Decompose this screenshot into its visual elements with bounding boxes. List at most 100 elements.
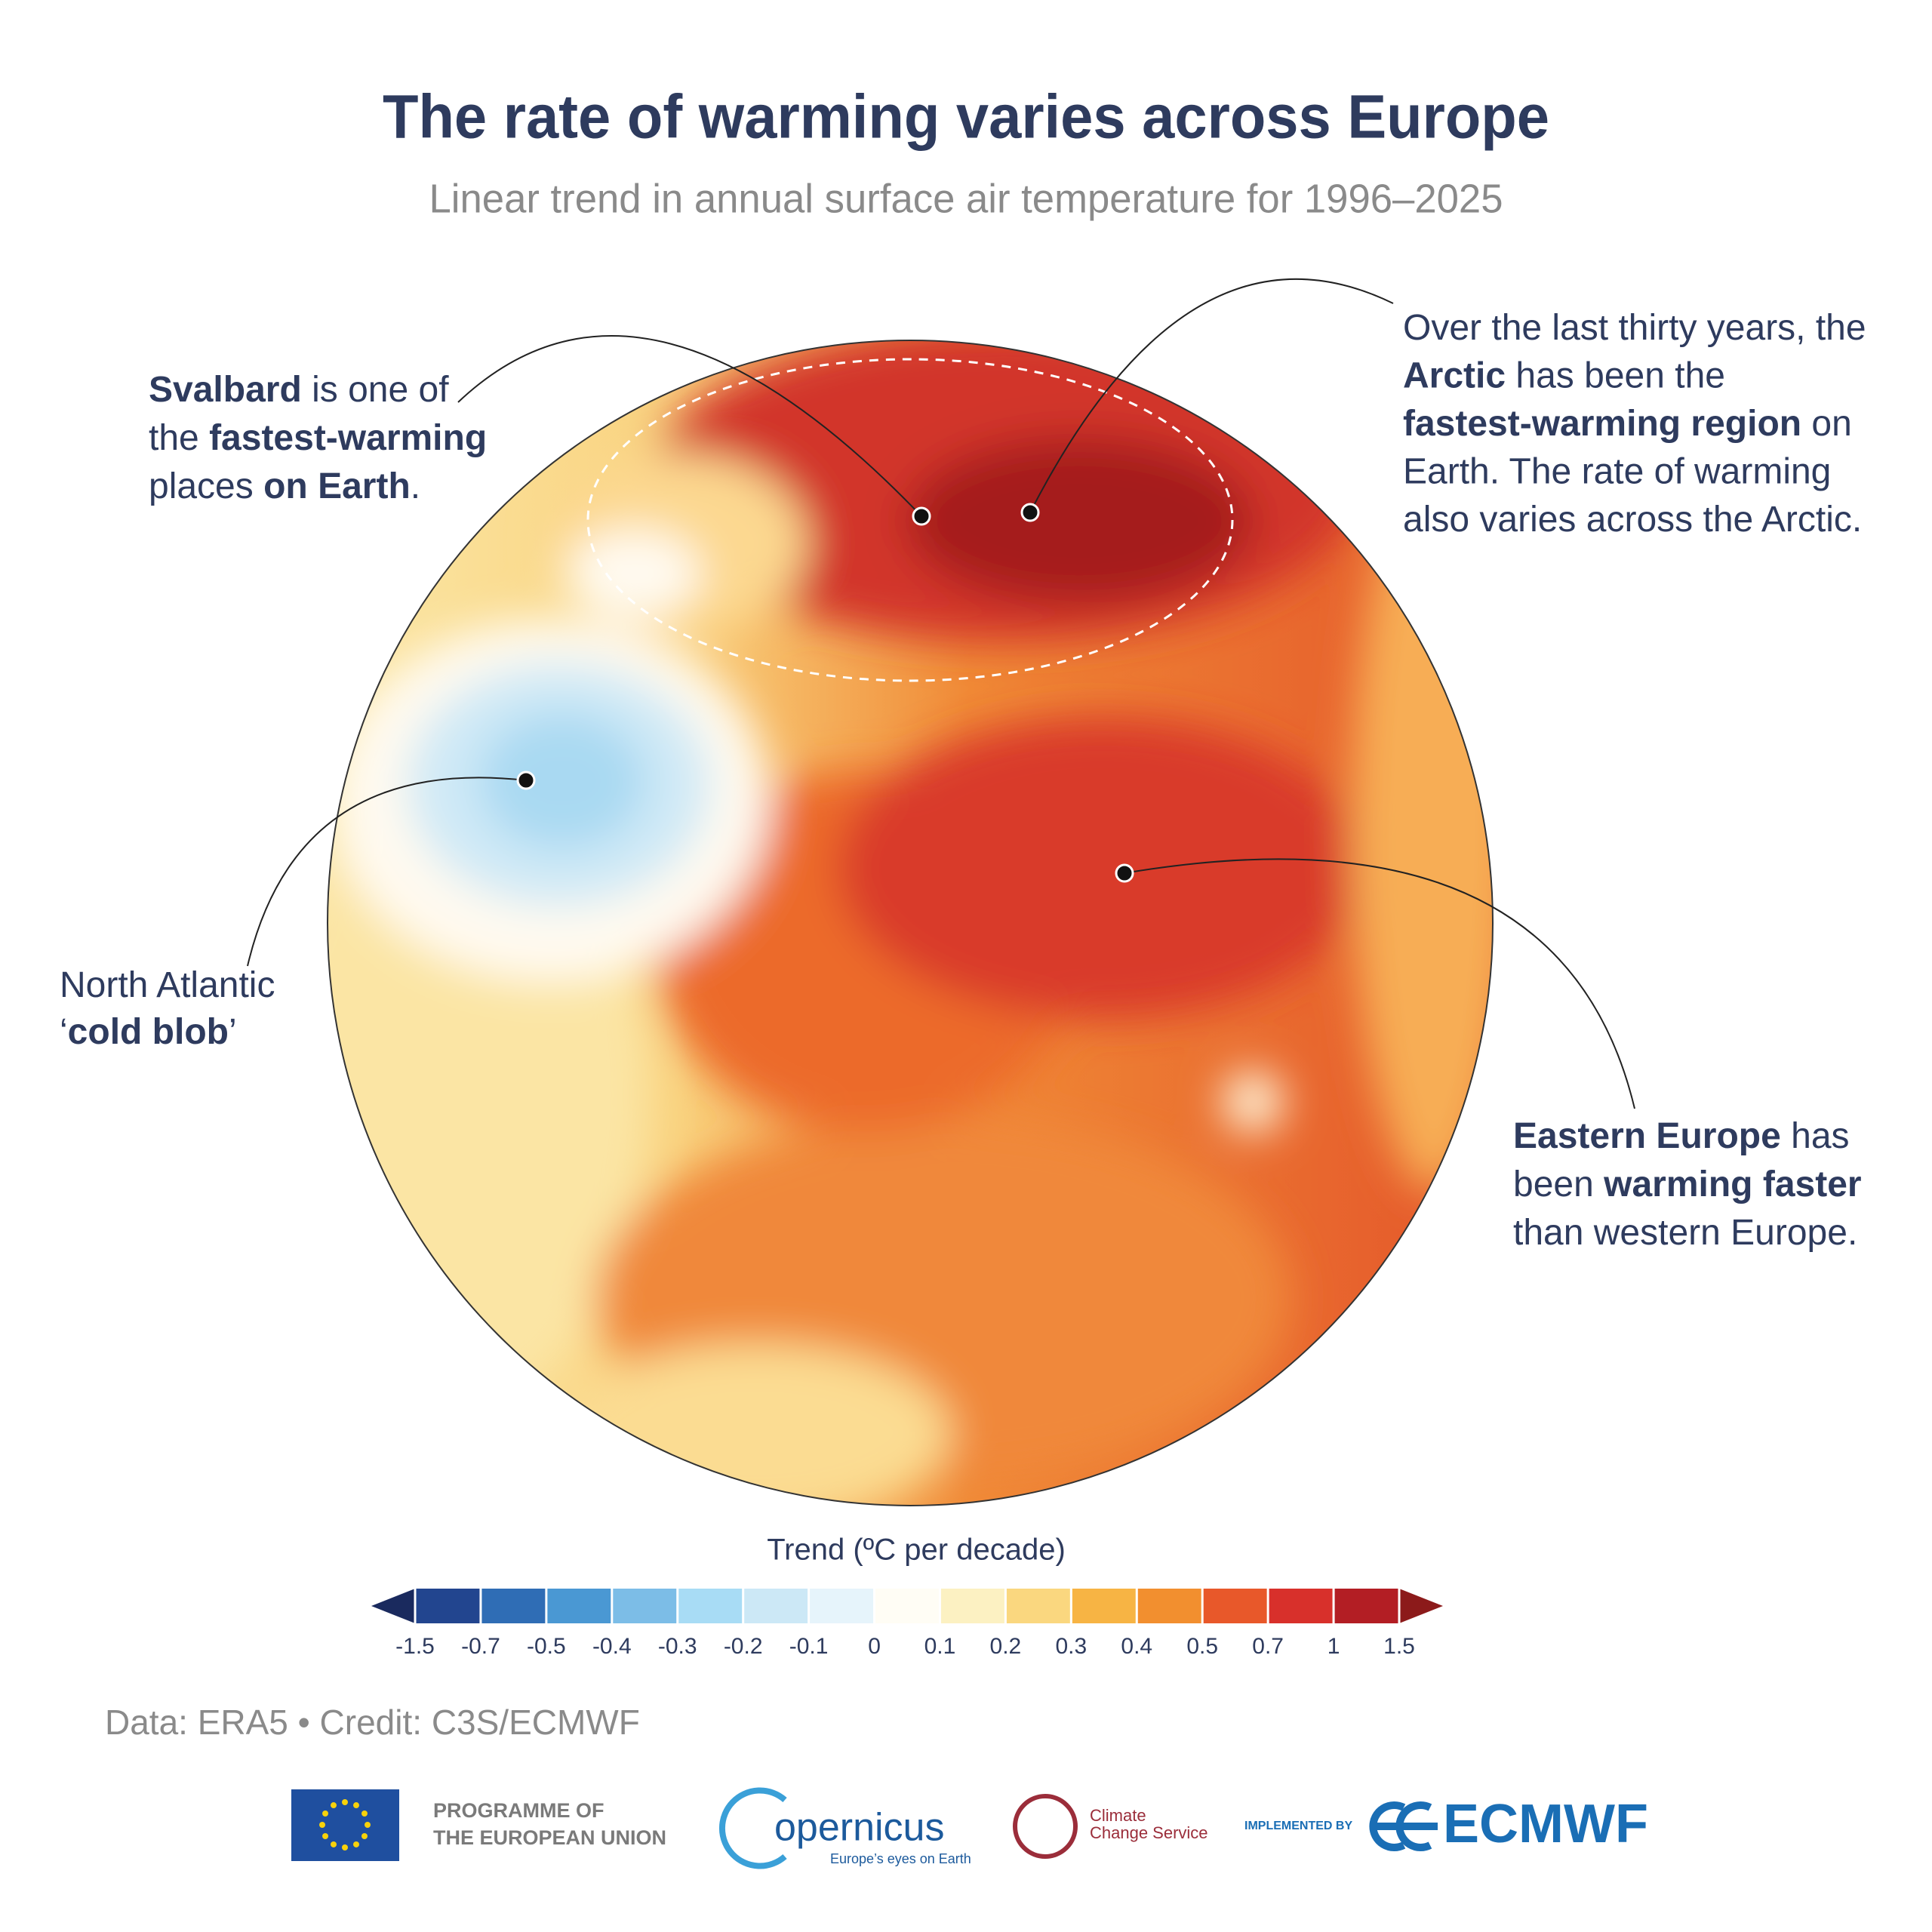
- colorbar-segment: [808, 1589, 875, 1623]
- colorbar-tick-label: -0.3: [658, 1634, 697, 1659]
- colorbar-segment: [1202, 1589, 1269, 1623]
- annotation-text: fastest-warming region: [1403, 404, 1801, 444]
- eu-star: [353, 1841, 359, 1847]
- annotation-dots: [516, 503, 1134, 883]
- annotation-line: Eastern Europe has: [1513, 1116, 1850, 1156]
- colorbar: -1.5 -0.7 -0.5 -0.4 -0.3 -0.2 -0.1 0 0.1 0.2 0.3 0.…: [371, 1589, 1443, 1659]
- annotation-text: Arctic: [1403, 355, 1506, 395]
- colorbar-tick-label: 1.5: [1383, 1634, 1415, 1659]
- eu-star: [322, 1810, 329, 1817]
- annotation-line: places on Earth.: [149, 466, 420, 506]
- eu-star: [353, 1802, 359, 1809]
- title: The rate of warming varies across Europe: [383, 83, 1549, 152]
- eu-star: [361, 1833, 368, 1839]
- colorbar-segment: [743, 1589, 809, 1623]
- eu-star: [342, 1844, 348, 1850]
- colorbar-segment: [415, 1589, 481, 1623]
- annotation-text: fastest-warming: [209, 418, 487, 458]
- annotation-text: been: [1513, 1164, 1604, 1204]
- colorbar-tick-label: -0.7: [461, 1634, 500, 1659]
- annotation-text: on: [1801, 404, 1852, 444]
- colorbar-tick-label: -0.4: [592, 1634, 632, 1659]
- ecmwf-icon: [1369, 1801, 1438, 1851]
- colorbar-segment: [940, 1589, 1006, 1623]
- annotation-text: the: [149, 418, 209, 458]
- annotation-text: is one of: [302, 370, 449, 410]
- colorbar-segment: [480, 1589, 546, 1623]
- copernicus-tagline: Europe’s eyes on Earth: [830, 1851, 971, 1866]
- annotation-text: Earth. The rate of warming: [1403, 451, 1831, 491]
- annotation-line: the fastest-warming: [149, 418, 487, 458]
- colorbar-tick-label: -0.2: [724, 1634, 763, 1659]
- annotation-text: Eastern Europe: [1513, 1116, 1781, 1156]
- eu-text: THE EUROPEAN UNION: [433, 1826, 666, 1849]
- annotation-line: North Atlantic: [60, 965, 275, 1005]
- annotation-text: North Atlantic: [60, 965, 275, 1005]
- colorbar-segment: [1005, 1589, 1072, 1623]
- colorbar-over: [1399, 1589, 1443, 1623]
- annotation-text: .: [411, 466, 420, 506]
- annotation-text: has: [1781, 1116, 1850, 1156]
- copernicus-name: opernicus: [774, 1806, 944, 1850]
- copernicus-swoosh: [719, 1787, 787, 1869]
- annotation-text: cold blob: [68, 1012, 229, 1052]
- climate-text: Change Service: [1090, 1823, 1208, 1842]
- globe-outline: [327, 340, 1494, 1506]
- colorbar-tick-label: 0.5: [1186, 1634, 1218, 1659]
- annotation-text: Svalbard: [149, 370, 302, 410]
- annotation-text: also varies across the Arctic.: [1403, 500, 1862, 540]
- colorbar-tick-label: -0.1: [789, 1634, 829, 1659]
- colorbar-tick-label: 1: [1327, 1634, 1340, 1659]
- annotation-text: warming faster: [1603, 1164, 1861, 1204]
- colorbar-tick-label: -1.5: [395, 1634, 435, 1659]
- annotation-text: has been the: [1506, 355, 1725, 395]
- annotation-line: ‘cold blob’: [60, 1012, 237, 1052]
- colorbar-segment: [611, 1589, 678, 1623]
- annotation-line: than western Europe.: [1513, 1213, 1857, 1253]
- colorbar-segment: [1334, 1589, 1399, 1623]
- implemented-by: IMPLEMENTED BY: [1244, 1820, 1352, 1832]
- colorbar-under: [371, 1589, 415, 1623]
- eu-star: [361, 1810, 368, 1817]
- leader-lines: [247, 278, 1635, 1109]
- annotation-line: Arctic has been the: [1403, 355, 1725, 395]
- annotation-text: ‘: [60, 1012, 68, 1052]
- colorbar-tick-label: 0.2: [990, 1634, 1022, 1659]
- eu-star: [322, 1833, 329, 1839]
- annotation-line: Over the last thirty years, the: [1403, 308, 1866, 348]
- annotation-text: places: [149, 466, 263, 506]
- eu-star: [331, 1802, 337, 1809]
- annotation-text: on Earth: [263, 466, 411, 506]
- colorbar-segment: [1268, 1589, 1334, 1623]
- colorbar-segment: [1071, 1589, 1137, 1623]
- colorbar-tick-label: 0.3: [1055, 1634, 1087, 1659]
- climate-icon: [1013, 1794, 1078, 1859]
- eu-star: [342, 1799, 348, 1805]
- climate-text: Climate: [1090, 1806, 1146, 1825]
- colorbar-segment: [546, 1589, 612, 1623]
- eu-star: [319, 1822, 325, 1828]
- annotation-line: also varies across the Arctic.: [1403, 500, 1862, 540]
- logos: PROGRAMME OF THE EUROPEAN UNION opernicu…: [291, 1787, 1648, 1869]
- annotation-text: than western Europe.: [1513, 1213, 1857, 1253]
- annotation-line: Svalbard is one of: [149, 370, 449, 410]
- eu-star: [331, 1841, 337, 1847]
- eu-text: PROGRAMME OF: [433, 1799, 605, 1822]
- colorbar-tick-label: 0.7: [1252, 1634, 1284, 1659]
- annotation-text: ’: [229, 1012, 237, 1052]
- subtitle: Linear trend in annual surface air tempe…: [429, 176, 1503, 221]
- eu-stars: [319, 1799, 371, 1850]
- colorbar-segment: [1137, 1589, 1203, 1623]
- ecmwf: ECMWF: [1443, 1794, 1648, 1854]
- colorbar-tick-label: 0.1: [924, 1634, 956, 1659]
- colorbar-tick-label: -0.5: [527, 1634, 566, 1659]
- annotation-line: fastest-warming region on: [1403, 404, 1852, 444]
- annotation-line: been warming faster: [1513, 1164, 1862, 1204]
- colorbar-tick-label: 0: [868, 1634, 881, 1659]
- colorbar-label: Trend (ºC per decade): [767, 1534, 1066, 1567]
- eu-star: [365, 1822, 371, 1828]
- colorbar-segment: [874, 1589, 940, 1623]
- colorbar-segment: [677, 1589, 743, 1623]
